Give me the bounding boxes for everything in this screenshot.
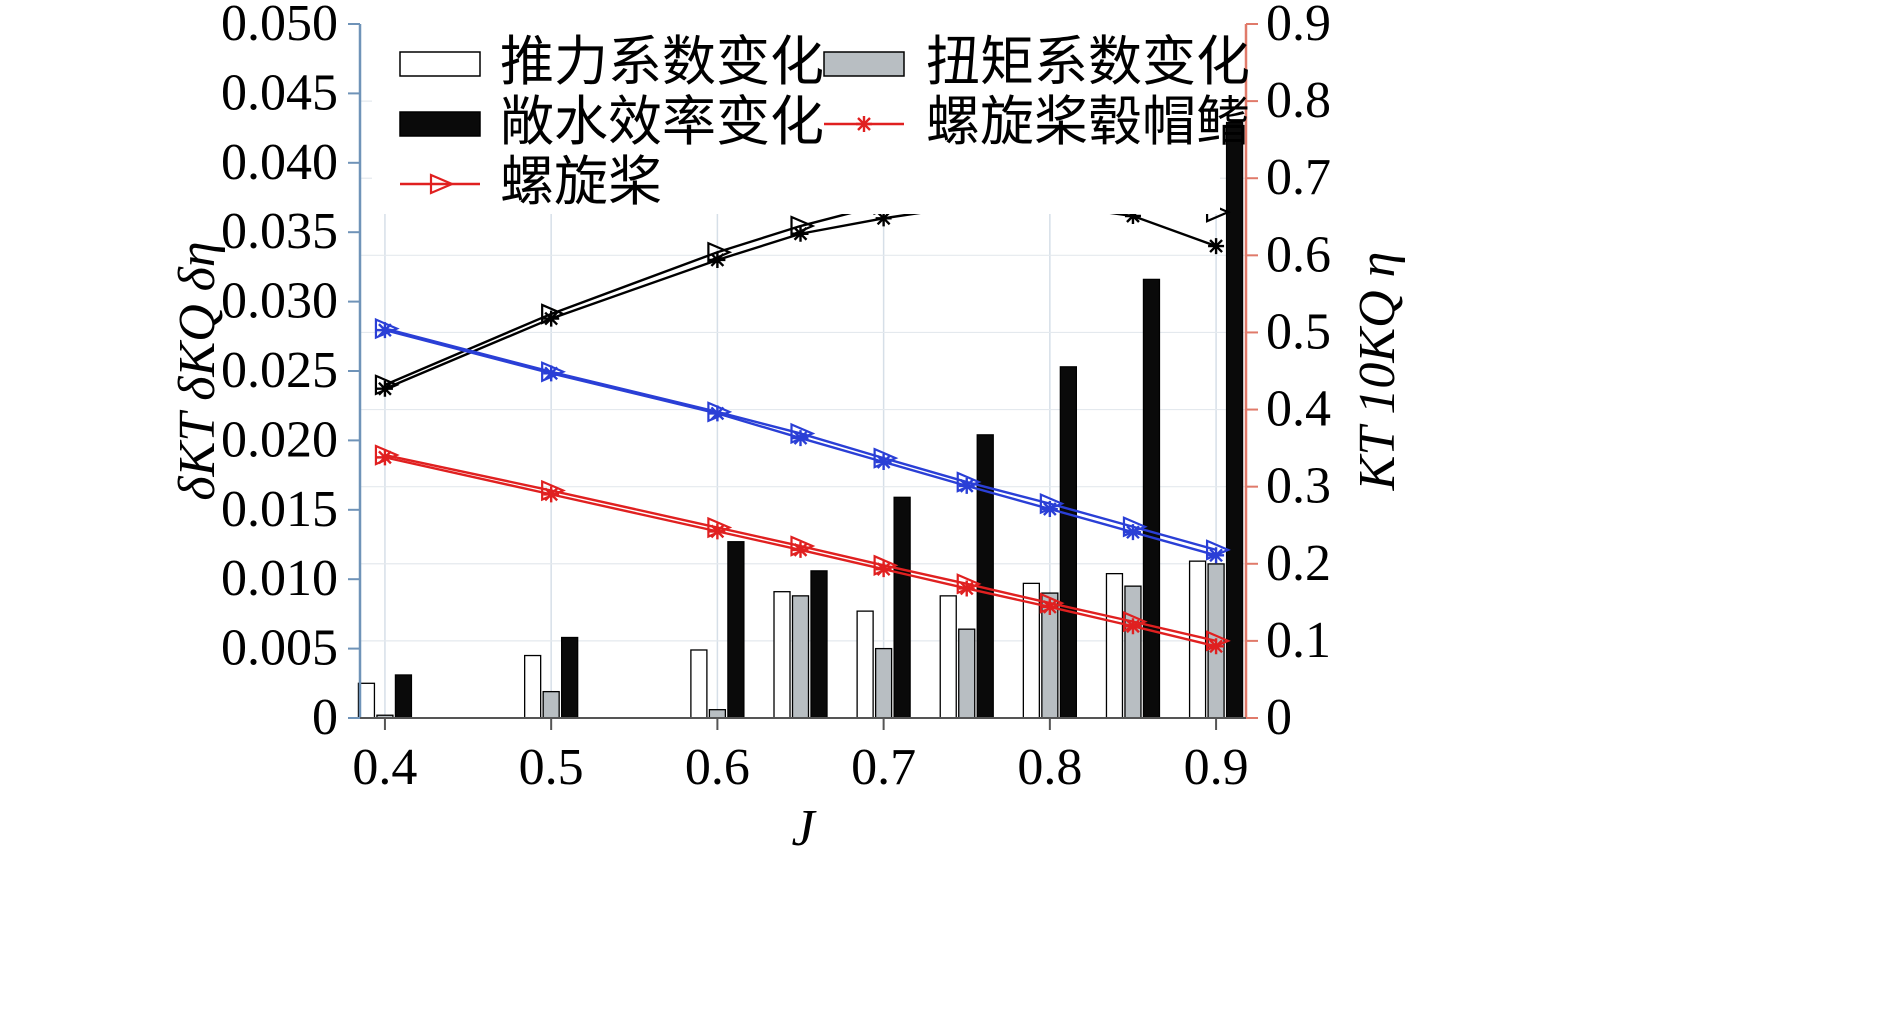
left-y-tick-label: 0 — [312, 689, 338, 746]
right-y-tick-label: 0.5 — [1266, 303, 1331, 360]
axes: 0 0.005 0.010 0.015 0.020 0.025 0.030 0.035 0.04… — [221, 0, 1331, 796]
x-tick-label: 0.5 — [519, 739, 584, 796]
legend-label: 螺旋桨毂帽鳍 — [926, 90, 1250, 153]
bar — [1105, 572, 1124, 719]
star-marker — [875, 210, 892, 227]
legend-label: 敞水效率变化 — [500, 90, 824, 153]
right-y-tick-label: 0.1 — [1266, 612, 1331, 669]
star-marker — [376, 449, 393, 466]
x-tick-label: 0.8 — [1017, 739, 1082, 796]
star-marker — [543, 486, 560, 503]
right-y-tick-label: 0.4 — [1266, 381, 1331, 438]
legend-swatch — [399, 51, 481, 77]
left-y-tick-label: 0.030 — [221, 273, 338, 330]
star-marker — [543, 310, 560, 327]
star-marker — [1041, 501, 1058, 518]
bar — [773, 591, 791, 719]
legend-box — [372, 28, 1220, 214]
left-y-tick-label: 0.035 — [221, 203, 338, 260]
star-marker — [376, 380, 393, 397]
star-marker — [958, 477, 975, 494]
left-y-axis-title: δKT δKQ δη — [169, 241, 226, 500]
star-marker — [709, 405, 726, 422]
x-tick-label: 0.6 — [685, 739, 750, 796]
bar — [727, 541, 745, 719]
bar — [1124, 585, 1142, 719]
triangle-marker — [790, 215, 816, 237]
right-y-tick-label: 0.2 — [1266, 535, 1331, 592]
bar — [976, 434, 994, 719]
right-y-tick-label: 0 — [1266, 689, 1292, 746]
legend-swatch — [823, 51, 905, 77]
star-marker — [792, 225, 809, 242]
star-marker — [709, 523, 726, 540]
legend-label: 扭矩系数变化 — [926, 30, 1250, 93]
series-line — [384, 184, 1217, 386]
star-marker — [875, 453, 892, 470]
bar — [561, 636, 579, 719]
star-marker — [543, 365, 560, 382]
triangle-marker — [707, 241, 733, 263]
bar — [791, 595, 810, 719]
right-y-tick-label: 0.3 — [1266, 458, 1331, 515]
right-y-axis-title: KT 10KQ η — [1349, 252, 1406, 492]
left-y-tick-label: 0.040 — [221, 134, 338, 191]
triangle-marker — [429, 173, 455, 195]
star-marker — [376, 322, 393, 339]
left-y-tick-label: 0.005 — [221, 620, 338, 677]
bar — [1142, 278, 1161, 719]
star-marker — [792, 430, 809, 447]
left-y-tick-label: 0.020 — [221, 411, 338, 468]
bar — [856, 610, 874, 719]
x-tick-label: 0.4 — [352, 739, 417, 796]
x-tick-label: 0.7 — [851, 739, 916, 796]
legend-label: 螺旋桨 — [500, 150, 662, 213]
star-marker — [1124, 208, 1141, 225]
star-marker — [709, 251, 726, 268]
bar — [394, 674, 413, 719]
left-y-tick-label: 0.015 — [221, 481, 338, 538]
right-y-tick-label: 0.6 — [1266, 226, 1331, 283]
bar — [542, 690, 560, 719]
star-marker — [1208, 638, 1225, 655]
star-marker — [958, 580, 975, 597]
x-axis-title: J — [791, 800, 817, 857]
right-y-tick-label: 0.7 — [1266, 149, 1331, 206]
lines — [374, 175, 1231, 655]
bar — [958, 628, 976, 719]
star-marker — [1124, 618, 1141, 635]
x-tick-label: 0.9 — [1184, 739, 1249, 796]
legend-swatch — [399, 111, 481, 137]
bar — [524, 654, 542, 719]
star-marker — [1208, 547, 1225, 564]
star-marker — [1041, 598, 1058, 615]
star-marker — [792, 541, 809, 558]
star-marker — [1124, 524, 1141, 541]
bar — [874, 647, 893, 719]
left-y-tick-label: 0.010 — [221, 550, 338, 607]
star-marker — [1208, 238, 1225, 255]
bar — [810, 570, 828, 719]
left-y-tick-label: 0.045 — [221, 64, 338, 121]
bar — [893, 496, 911, 719]
star-marker — [875, 561, 892, 578]
star-marker — [856, 116, 872, 132]
right-y-tick-label: 0.8 — [1266, 72, 1331, 129]
right-y-tick-label: 0.9 — [1266, 0, 1331, 52]
bar — [708, 709, 727, 719]
bar — [690, 649, 708, 719]
left-y-tick-label: 0.025 — [221, 342, 338, 399]
bar — [939, 595, 957, 719]
legend-label: 推力系数变化 — [500, 30, 824, 93]
bar — [1059, 366, 1077, 719]
left-y-tick-label: 0.050 — [221, 0, 338, 52]
